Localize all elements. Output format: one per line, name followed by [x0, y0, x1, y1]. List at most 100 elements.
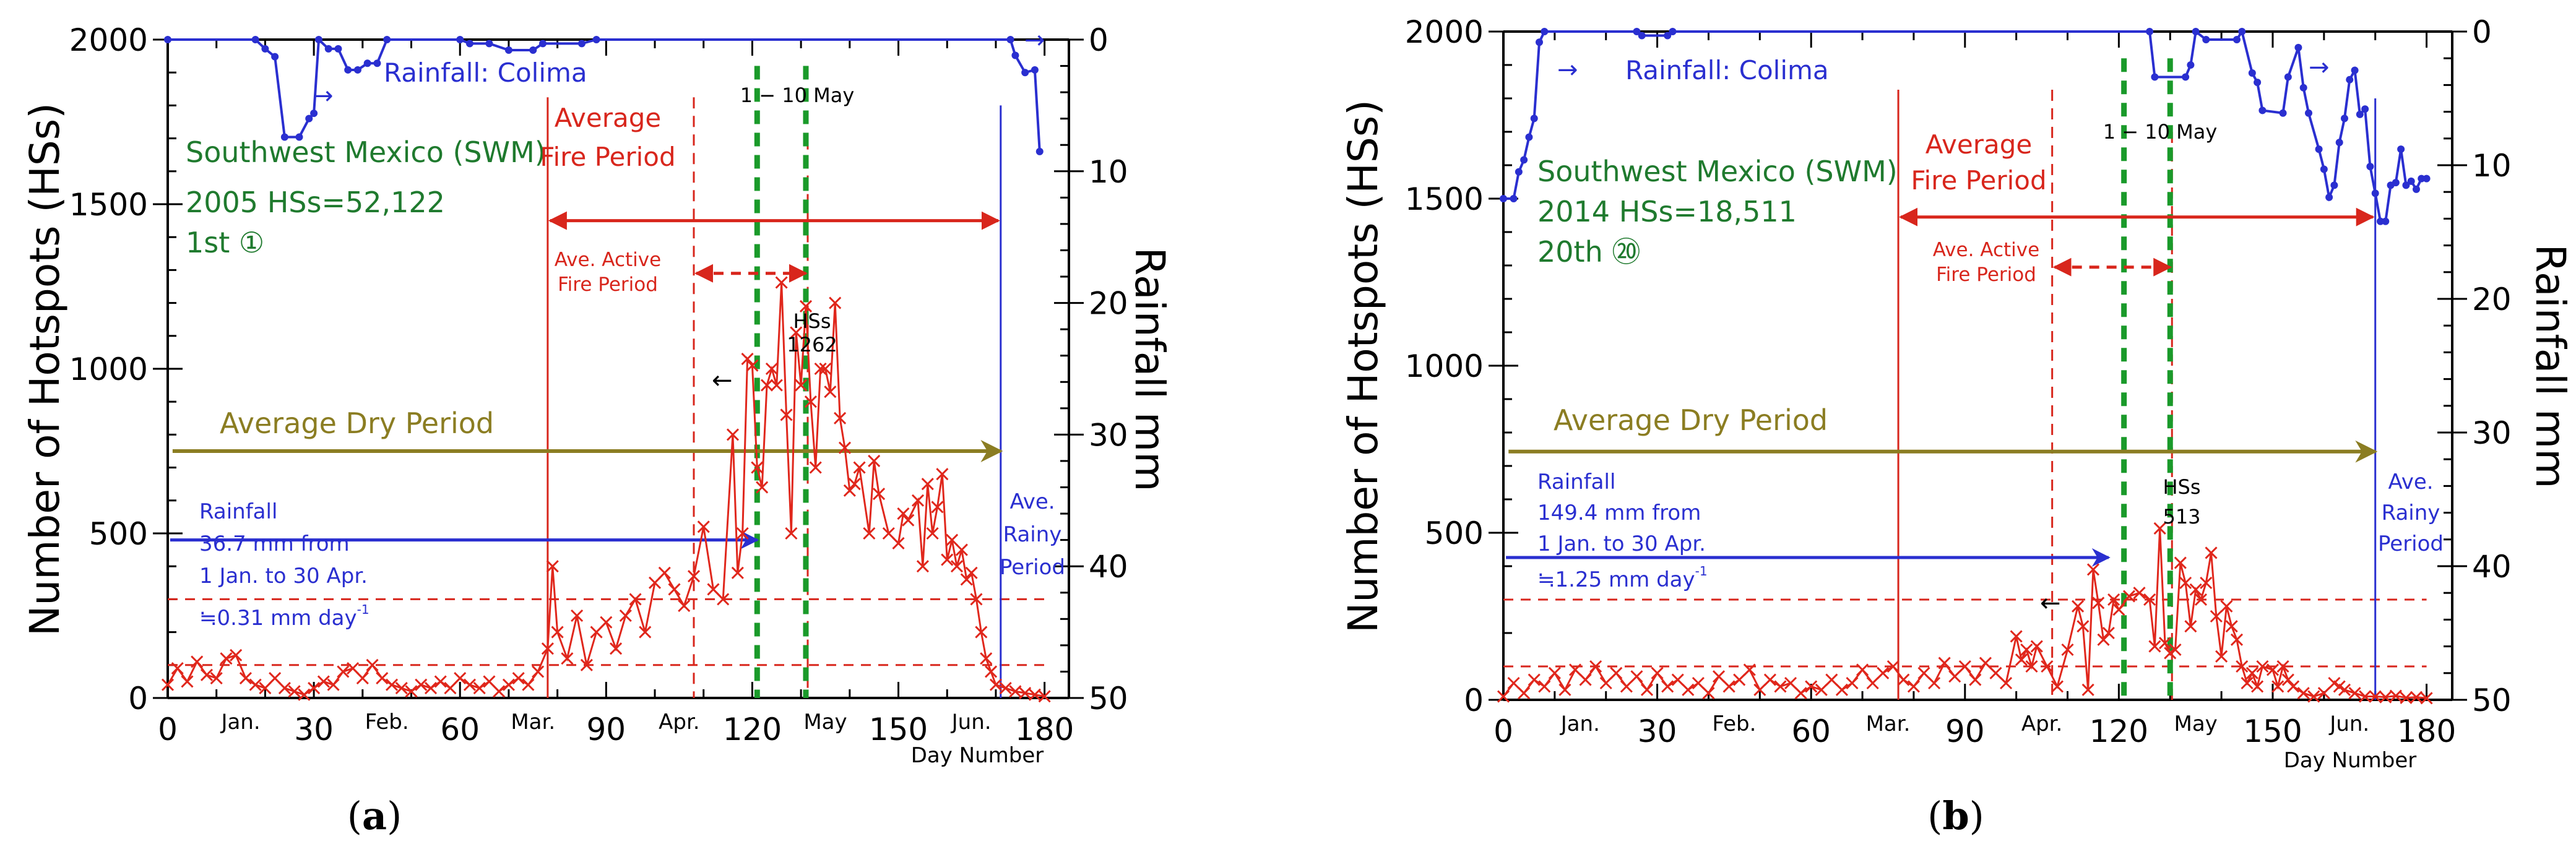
hotspot-point — [916, 560, 929, 573]
hotspot-point — [1835, 683, 1848, 696]
hotspot-point — [2158, 637, 2172, 650]
hotspot-point — [697, 520, 710, 533]
hotspot-point — [512, 672, 525, 685]
y-axis-title: Number of Hotspots (HSs) — [1339, 100, 1387, 633]
hotspot-point — [1009, 685, 1022, 698]
rainfall-point — [2202, 35, 2210, 43]
hotspot-point — [376, 672, 389, 685]
rainfall-point — [1006, 36, 1014, 43]
rainfall-point — [2392, 179, 2400, 187]
hotspot-point — [1743, 663, 1756, 676]
rainfall-point — [1536, 38, 1544, 46]
rainfall-point — [334, 45, 342, 53]
y-tick-label: 1500 — [1405, 181, 1484, 217]
hotspot-point — [897, 507, 910, 520]
hotspot-point — [902, 514, 915, 527]
hotspot-point — [561, 652, 574, 665]
rainfall-rate: ≒1.25 mm day — [1537, 567, 1695, 592]
rainfall-point — [529, 46, 537, 54]
hotspot-point — [2092, 596, 2105, 609]
hotspot-point — [2241, 676, 2254, 690]
hotspot-point — [970, 593, 983, 606]
peak-label-1: HSs — [793, 309, 831, 333]
hotspot-point — [2194, 593, 2208, 606]
x-tick-label: 30 — [294, 712, 334, 747]
hotspot-point — [2077, 620, 2090, 633]
hotspot-point — [746, 359, 759, 372]
y-tick-label: 2000 — [69, 22, 148, 58]
hotspot-point — [2020, 643, 2033, 657]
hotspot-point — [1692, 676, 1705, 690]
hotspot-point — [619, 609, 632, 622]
hotspot-point — [775, 276, 788, 289]
rainy-period-label-3: Period — [1000, 555, 1065, 580]
month-label: Mar. — [511, 710, 555, 734]
rainfall-point — [2315, 145, 2323, 153]
hotspot-point — [2389, 689, 2402, 702]
month-label: Mar. — [1866, 712, 1911, 736]
hotspot-point — [483, 675, 496, 688]
hotspot-point — [1948, 670, 1961, 683]
y2-tick-label: 40 — [1089, 549, 1128, 585]
rainfall-point — [164, 36, 171, 43]
y2-tick-label: 30 — [1089, 417, 1128, 453]
rainfall-rate-exponent: -1 — [357, 602, 370, 617]
rainfall-point — [504, 46, 512, 54]
rainfall-series-arrow: → — [1557, 56, 1578, 84]
rainfall-point — [261, 45, 269, 53]
hotspot-point — [546, 560, 559, 573]
hotspot-point — [863, 527, 876, 540]
hotspot-point — [278, 681, 291, 695]
rainfall-point — [2397, 145, 2405, 153]
hotspot-point — [571, 609, 584, 622]
hotspot-point — [249, 678, 262, 691]
hotspot-point — [965, 566, 978, 579]
x-tick-label: 180 — [1015, 712, 1074, 747]
hotspot-point — [541, 642, 554, 655]
fire-period-label-2: Fire Period — [540, 142, 675, 172]
hotspot-point — [2097, 633, 2110, 646]
hotspot-point — [2030, 640, 2043, 653]
hotspot-point — [819, 362, 832, 376]
hotspot-point — [2072, 600, 2085, 613]
rainfall-point — [295, 133, 303, 141]
hotspot-point — [1815, 683, 1828, 696]
hotspot-point — [1620, 680, 1633, 693]
rainfall-point — [310, 110, 318, 118]
hotspot-point — [1846, 676, 1859, 690]
hotspot-point — [1722, 680, 1735, 693]
hotspot-point — [629, 593, 642, 606]
arrow-left: ← — [2040, 589, 2061, 618]
rainfall-point — [271, 53, 279, 61]
hotspot-point — [765, 362, 778, 376]
rainfall-series-label: Rainfall: Colima — [1625, 55, 1829, 85]
rainfall-point — [456, 36, 464, 43]
hotspot-point — [834, 411, 847, 424]
hotspot-point — [395, 681, 408, 695]
rainfall-note-4: ≒1.25 mm day-1 — [1537, 564, 1708, 592]
hotspot-point — [1528, 673, 1541, 686]
rainfall-point — [1525, 133, 1533, 141]
hotspot-point — [687, 570, 701, 583]
hotspot-point — [2369, 690, 2382, 703]
hotspot-point — [1969, 673, 1982, 686]
rainfall-point — [2254, 79, 2262, 87]
hotspot-point — [2225, 620, 2238, 633]
hotspot-point — [2297, 687, 2310, 700]
hotspot-point — [1979, 657, 1992, 670]
rainfall-point — [1520, 156, 1528, 164]
hotspot-point — [610, 642, 623, 655]
hotspot-point — [259, 681, 272, 695]
hotspot-point — [824, 385, 837, 398]
rainfall-point — [2351, 66, 2359, 74]
rainfall-point — [1031, 66, 1039, 74]
hotspot-point — [1497, 690, 1510, 703]
hotspot-point — [2143, 593, 2156, 606]
rainfall-point — [1633, 28, 1641, 35]
y-tick-label: 1000 — [69, 351, 148, 387]
hotspot-point — [1019, 686, 1032, 700]
rainfall-point — [2258, 106, 2267, 114]
hotspot-point — [434, 675, 447, 688]
hotspot-point — [2236, 660, 2249, 673]
hotspot-point — [405, 685, 418, 698]
